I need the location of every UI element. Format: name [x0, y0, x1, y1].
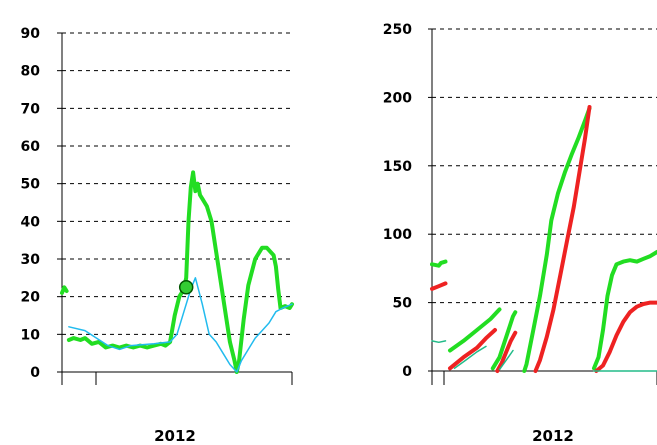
right-chart: 0 50 100 150 200 250 2012	[383, 22, 657, 445]
series-line	[448, 328, 497, 371]
y-tick-label: 200	[383, 90, 412, 106]
y-tick-label: 150	[383, 159, 412, 175]
y-tick-label: 90	[21, 26, 41, 42]
series-line	[495, 330, 518, 373]
series-line	[522, 106, 592, 373]
series-line	[430, 259, 448, 268]
y-tick-label: 10	[21, 327, 41, 343]
series-line	[66, 170, 294, 374]
left-chart-gridlines	[62, 32, 290, 335]
left-chart: 0 10 20 30 40 50 60 70 80 90 2012	[21, 26, 294, 445]
series-line	[448, 307, 502, 353]
left-chart-axes	[61, 33, 293, 385]
y-tick-label: 80	[21, 64, 41, 80]
y-tick-label: 20	[21, 290, 41, 306]
y-tick-label: 0	[402, 364, 412, 380]
series-line	[453, 345, 487, 370]
right-chart-y-ticks: 0 50 100 150 200 250	[383, 22, 432, 380]
right-chart-gridlines	[432, 28, 657, 304]
left-chart-series	[60, 170, 294, 374]
right-chart-x-label: 2012	[532, 427, 574, 445]
y-tick-label: 30	[21, 252, 41, 268]
y-tick-label: 70	[21, 101, 41, 117]
series-line	[431, 340, 447, 344]
series-line	[498, 349, 514, 371]
left-chart-y-ticks: 0 10 20 30 40 50 60 70 80 90	[21, 26, 62, 381]
y-tick-label: 60	[21, 139, 41, 155]
series-line	[533, 105, 592, 373]
right-chart-series	[430, 105, 657, 373]
series-line	[68, 277, 293, 373]
y-tick-label: 50	[393, 296, 413, 312]
y-tick-label: 250	[383, 22, 412, 38]
series-line	[490, 310, 518, 371]
data-point-marker	[178, 280, 194, 295]
y-tick-label: 40	[21, 214, 41, 230]
left-chart-x-label: 2012	[154, 427, 196, 445]
right-chart-axes	[431, 29, 657, 385]
y-tick-label: 50	[21, 177, 41, 193]
series-line	[430, 281, 448, 291]
y-tick-label: 100	[383, 227, 412, 243]
y-tick-label: 0	[30, 365, 40, 381]
series-line	[60, 285, 69, 295]
series-line	[594, 300, 657, 373]
series-line	[592, 250, 657, 371]
